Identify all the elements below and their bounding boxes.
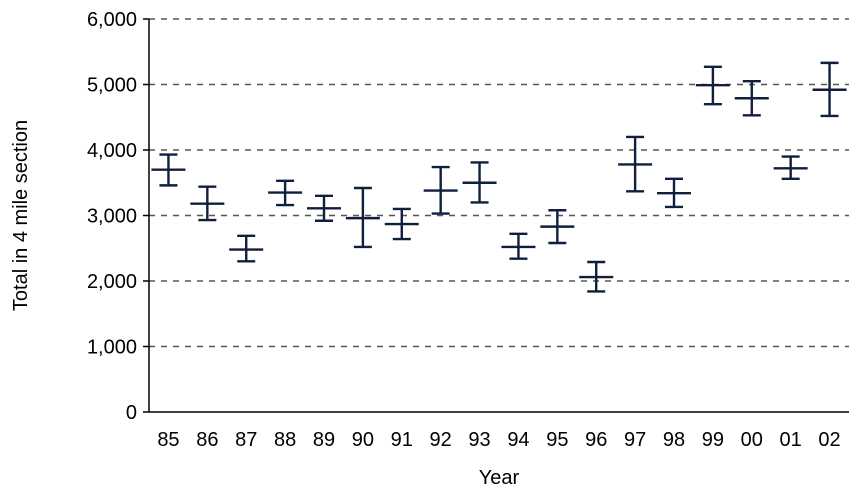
x-tick-label: 93 [468,429,490,451]
y-tick-label: 4,000 [87,140,137,162]
data-point-02 [812,61,847,118]
x-tick-label: 94 [507,429,529,451]
y-tick-label: 0 [126,402,137,424]
data-point-88 [268,179,303,207]
data-point-94 [501,232,536,260]
data-point-93 [462,161,497,204]
x-tick-label: 99 [702,429,724,451]
x-tick-label: 98 [663,429,685,451]
data-point-01 [773,155,808,181]
y-tick-label: 2,000 [87,271,137,293]
data-point-85 [151,153,186,187]
x-axis-title: Year [479,467,520,489]
x-tick-labels: 85 86 87 88 89 90 91 92 93 94 95 96 97 98 99 00 01 02 [157,429,840,451]
x-tick-label: 92 [430,429,452,451]
x-tick-label: 90 [352,429,374,451]
data-points [151,61,847,293]
data-point-99 [695,65,730,106]
gridlines [149,18,849,348]
axes [143,18,849,413]
data-point-97 [618,135,653,193]
y-tick-labels: 0 1,000 2,000 3,000 4,000 5,000 6,000 [87,9,137,424]
x-tick-label: 96 [585,429,607,451]
data-point-91 [384,207,419,241]
data-point-89 [307,194,341,222]
x-tick-label: 87 [235,429,257,451]
data-point-92 [423,165,458,215]
y-tick-label: 1,000 [87,337,137,359]
data-point-98 [657,177,691,209]
x-tick-label: 01 [780,429,802,451]
data-point-95 [540,209,575,245]
x-tick-label: 02 [818,429,840,451]
x-tick-label: 00 [741,429,763,451]
y-tick-label: 5,000 [87,75,137,97]
data-point-87 [229,234,264,263]
data-point-86 [190,185,225,222]
x-tick-label: 88 [274,429,296,451]
y-tick-label: 6,000 [87,9,137,31]
x-tick-label: 97 [624,429,646,451]
x-tick-label: 91 [391,429,413,451]
data-point-96 [579,260,614,293]
x-tick-label: 86 [196,429,218,451]
x-tick-label: 89 [313,429,335,451]
data-point-90 [345,186,380,249]
y-axis-title: Total in 4 mile section [10,120,32,311]
y-tick-label: 3,000 [87,206,137,228]
x-tick-label: 95 [546,429,568,451]
x-tick-label: 85 [157,429,179,451]
data-point-00 [734,80,769,117]
